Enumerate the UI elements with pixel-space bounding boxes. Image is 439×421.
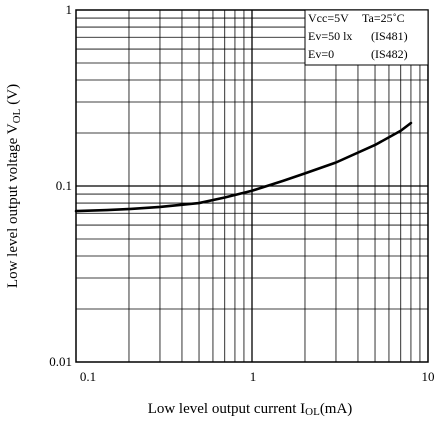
legend: Vcc=5V Ta=25˚C Ev=50 lx (IS481) Ev=0 (IS… [304, 9, 429, 66]
y-axis-title: Low level output voltage VOL(V) [5, 84, 23, 288]
plot-frame [75, 9, 429, 363]
series-layer [74, 121, 413, 213]
legend-line-1-right: Ta=25˚C [362, 11, 405, 25]
legend-line-2-right: (IS481) [371, 29, 408, 43]
y-tick-label-bottom: 0.01 [49, 354, 72, 369]
y-tick-label-mid: 0.1 [56, 178, 72, 193]
series-line-0 [74, 121, 413, 213]
x-tick-label-left: 0.1 [80, 369, 96, 384]
legend-line-1-left: Vcc=5V [308, 11, 349, 25]
legend-box [304, 9, 429, 66]
x-axis-title: Low level output current IOL(mA) [148, 401, 353, 418]
legend-line-3-left: Ev=0 [308, 47, 334, 61]
legend-line-2-left: Ev=50 lx [308, 29, 352, 43]
y-tick-label-top: 1 [66, 2, 73, 17]
legend-line-3-right: (IS482) [371, 47, 408, 61]
x-tick-label-mid: 1 [250, 369, 257, 384]
tick-labels: 1 0.1 0.01 0.1 1 10 [49, 2, 434, 384]
x-tick-label-right: 10 [422, 369, 435, 384]
chart-grid [76, 10, 428, 362]
